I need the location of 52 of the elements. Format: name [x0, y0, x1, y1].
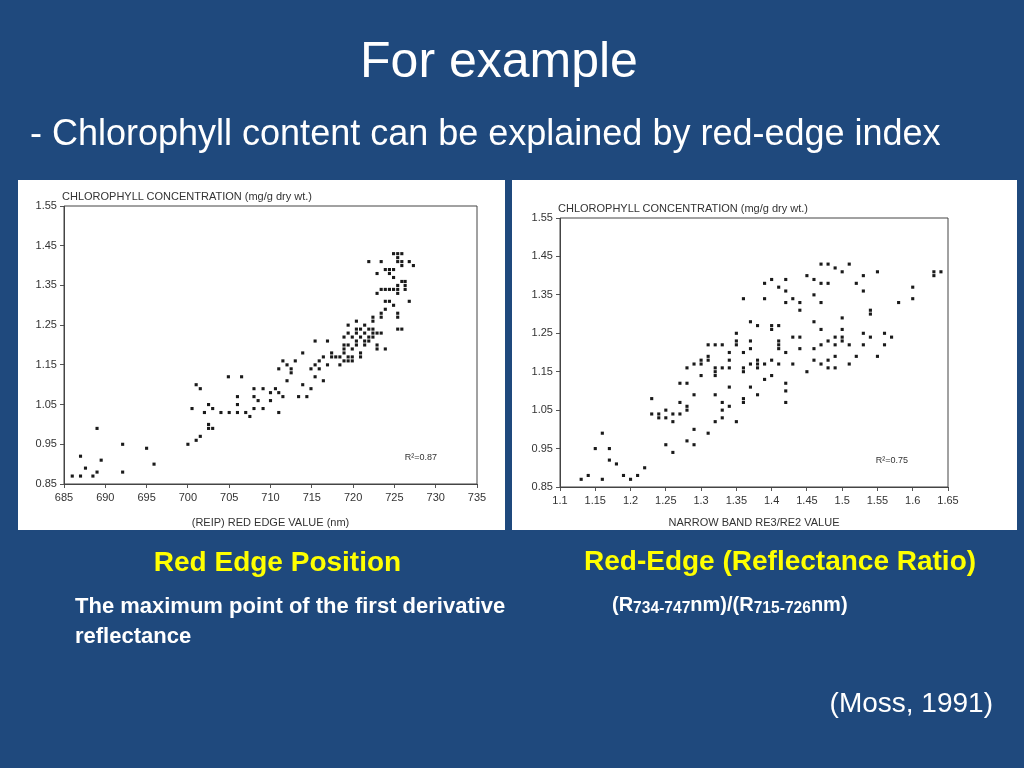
y-tick-label: 1.05: [35, 397, 57, 410]
y-tick-label: 1.15: [35, 357, 57, 370]
x-tick-label: 730: [426, 490, 445, 503]
y-tick-label: 0.85: [35, 477, 57, 490]
y-tick-label: 1.55: [531, 211, 553, 224]
x-axis-title: NARROW BAND RE3/RE2 VALUE: [668, 516, 840, 529]
y-tick-label: 1.45: [35, 238, 57, 251]
x-tick-label: 710: [261, 490, 280, 503]
x-tick-label: 1.45: [796, 493, 818, 506]
x-tick-label: 725: [385, 490, 404, 503]
x-tick-label: 1.6: [905, 493, 921, 506]
annotation: R²=0.75: [875, 455, 908, 466]
y-axis-title: CHLOROPHYLL CONCENTRATION (mg/g dry wt.): [558, 201, 808, 214]
x-tick-label: 1.55: [866, 493, 889, 506]
text: Red Edge Position: [152, 545, 403, 579]
y-tick-label: 1.45: [531, 249, 553, 262]
x-tick-label: 690: [96, 490, 115, 503]
chart-title: For example: [359, 31, 639, 90]
x-tick-label: 735: [467, 490, 487, 503]
x-tick-label: 1.3: [693, 493, 709, 506]
y-axis-title: CHLOROPHYLL CONCENTRATION (mg/g dry wt.): [62, 189, 312, 202]
x-tick-label: 1.15: [584, 493, 606, 506]
text: The maximum point of the first derivative reflectance: [75, 592, 507, 650]
y-tick-label: 0.85: [531, 480, 553, 493]
text: (R$_{734-747}$nm)/(R$_{715-726}$nm): [612, 592, 848, 618]
x-tick-label: 705: [220, 490, 239, 503]
text: Red-Edge (Reflectance Ratio): [584, 544, 977, 578]
y-tick-label: 0.95: [35, 437, 57, 450]
x-tick-label: 1.25: [655, 493, 677, 506]
y-tick-label: 0.95: [531, 441, 553, 454]
y-tick-label: 1.15: [531, 364, 553, 377]
x-tick-label: 695: [137, 490, 156, 503]
y-tick-label: 1.55: [35, 199, 57, 212]
text: (Moss, 1991): [829, 686, 993, 720]
annotation: R²=0.87: [404, 452, 437, 463]
y-tick-label: 1.05: [531, 403, 553, 416]
x-tick-label: 720: [343, 490, 363, 503]
chart-subtitle: - Chlorophyll content can be explained by red-edge index: [30, 111, 941, 155]
x-tick-label: 1.1: [552, 493, 568, 506]
x-tick-label: 700: [178, 490, 198, 503]
x-tick-label: 715: [302, 490, 321, 503]
x-tick-label: 1.5: [834, 493, 850, 506]
y-tick-label: 1.35: [35, 278, 57, 291]
y-tick-label: 1.25: [531, 326, 553, 339]
x-axis-title: (REIP) RED EDGE VALUE (nm): [191, 516, 350, 529]
x-tick-label: 1.65: [937, 493, 959, 506]
y-tick-label: 1.35: [531, 287, 553, 300]
x-tick-label: 1.2: [622, 493, 639, 506]
y-tick-label: 1.25: [35, 318, 57, 331]
x-tick-label: 1.4: [763, 493, 780, 506]
x-tick-label: 1.35: [725, 493, 748, 506]
x-tick-label: 685: [54, 490, 74, 503]
